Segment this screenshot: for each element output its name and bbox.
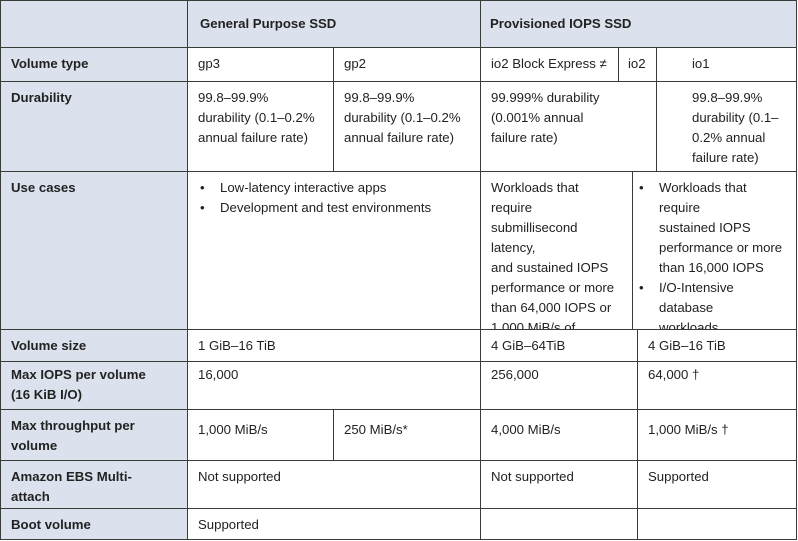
cell-max-throughput-gp2: 250 MiB/s* [333,409,481,461]
row-label-max-throughput: Max throughput per volume [0,409,188,461]
row-label-volume-size: Volume size [0,329,188,362]
cell-multi-attach-general-purpose: Not supported [187,460,481,509]
cell-max-throughput-gp3: 1,000 MiB/s [187,409,334,461]
cell-volume-size-io2: 4 GiB–64TiB [480,329,638,362]
row-label-multi-attach: Amazon EBS Multi- attach [0,460,188,509]
cell-volume-type-io2: io2 [618,47,657,82]
cell-multi-attach-io1: Supported [637,460,797,509]
cell-max-iops-general-purpose: 16,000 [187,361,481,410]
row-label-max-iops: Max IOPS per volume (16 KiB I/O) [0,361,188,410]
cell-volume-size-io1: 4 GiB–16 TiB [637,329,797,362]
row-label-use-cases: Use cases [0,171,188,330]
cell-volume-type-io2-block-express: io2 Block Express ≠ [480,47,619,82]
cell-durability-io2: 99.999% durability (0.001% annual failur… [480,81,657,172]
cell-volume-type-gp3: gp3 [187,47,334,82]
cell-max-iops-io2: 256,000 [480,361,638,410]
cell-max-throughput-io1: 1,000 MiB/s † [637,409,797,461]
cell-multi-attach-io2: Not supported [480,460,638,509]
cell-boot-volume-general-purpose: Supported [187,508,481,540]
cell-volume-type-gp2: gp2 [333,47,481,82]
cell-max-throughput-io2: 4,000 MiB/s [480,409,638,461]
use-cases-general-list: Low-latency interactive apps Development… [198,178,470,218]
cell-use-cases-io2: Workloads that require submillisecond la… [480,171,633,330]
cell-boot-volume-io2 [480,508,638,540]
cell-volume-size-general-purpose: 1 GiB–16 TiB [187,329,481,362]
cell-boot-volume-io1 [637,508,797,540]
list-item: Low-latency interactive apps [198,178,470,198]
header-provisioned-iops-ssd: Provisioned IOPS SSD [480,0,797,48]
row-label-volume-type: Volume type [0,47,188,82]
header-provisioned-label: Provisioned IOPS SSD [490,16,632,31]
list-item: Workloads that require sustained IOPS pe… [637,178,786,278]
cell-volume-type-io1: io1 [656,47,797,82]
cell-durability-gp3: 99.8–99.9% durability (0.1–0.2% annual f… [187,81,334,172]
cell-use-cases-general-purpose: Low-latency interactive apps Development… [187,171,481,330]
cell-durability-gp2: 99.8–99.9% durability (0.1–0.2% annual f… [333,81,481,172]
header-corner-cell [0,0,188,48]
row-label-boot-volume: Boot volume [0,508,188,540]
row-label-durability: Durability [0,81,188,172]
cell-max-iops-io1: 64,000 † [637,361,797,410]
use-cases-io1-list: Workloads that require sustained IOPS pe… [637,178,786,329]
cell-durability-io1: 99.8–99.9% durability (0.1– 0.2% annual … [656,81,797,172]
list-item: I/O-Intensive database workloads [637,278,786,329]
cell-use-cases-io1: Workloads that require sustained IOPS pe… [632,171,797,330]
header-general-purpose-label: General Purpose SSD [200,16,337,31]
list-item: Development and test environments [198,198,470,218]
header-general-purpose-ssd: General Purpose SSD [187,0,481,48]
